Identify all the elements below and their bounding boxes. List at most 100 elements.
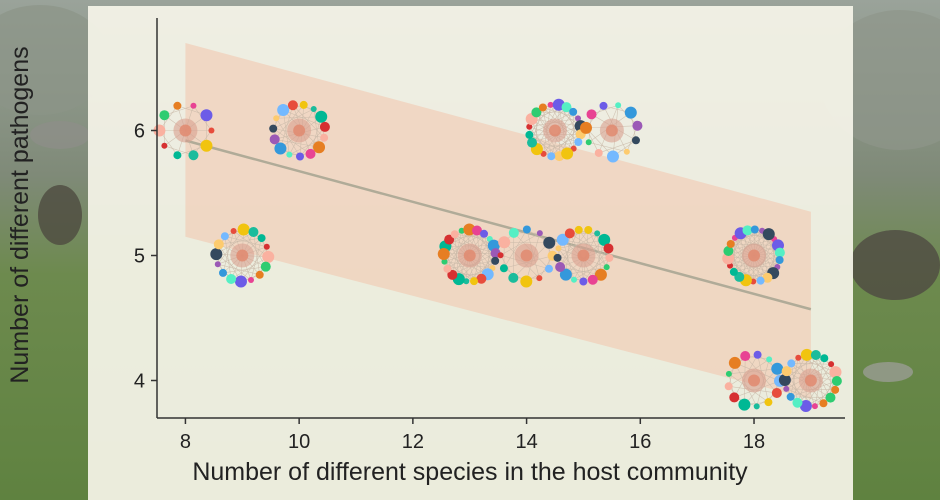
network-edge	[299, 126, 326, 157]
network-node	[441, 258, 448, 265]
network-node	[574, 225, 583, 234]
y-tick-label: 4	[134, 371, 145, 393]
network-node	[319, 121, 330, 132]
network-node	[536, 275, 543, 282]
network-node	[555, 245, 562, 252]
network-edge	[529, 104, 551, 136]
network-node	[738, 398, 751, 411]
network-node	[819, 399, 828, 408]
network-node	[498, 236, 511, 249]
network-edge	[598, 140, 637, 154]
trend-line	[185, 139, 812, 311]
network-node	[722, 252, 735, 265]
network-edge	[791, 363, 832, 365]
network-edge	[572, 111, 574, 149]
network-node	[213, 239, 224, 250]
network-node	[450, 230, 459, 239]
network-edge	[790, 396, 831, 398]
network-node	[574, 137, 583, 146]
network-node	[753, 350, 762, 359]
network-node	[531, 107, 542, 118]
data-point	[437, 223, 501, 286]
network-edge	[592, 239, 605, 280]
network-node	[230, 228, 237, 235]
network-node	[444, 234, 455, 245]
network-edge	[559, 229, 580, 268]
network-node	[313, 141, 326, 154]
network-node	[188, 150, 199, 161]
network-node	[508, 272, 519, 283]
network-node	[200, 109, 213, 122]
network-node	[274, 142, 287, 155]
network-node	[579, 277, 588, 286]
network-node	[159, 110, 170, 121]
network-node	[756, 276, 765, 285]
network-node	[527, 137, 538, 148]
network-node	[624, 106, 637, 119]
network-edge	[786, 357, 825, 372]
network-node	[538, 103, 547, 112]
x-tick-label: 10	[288, 431, 310, 453]
network-node	[762, 228, 775, 241]
network-edge	[565, 266, 607, 275]
network-node	[447, 269, 458, 280]
network-hub-core	[236, 249, 249, 262]
network-node	[771, 387, 782, 398]
network-node	[831, 385, 840, 394]
network-node	[632, 120, 643, 131]
network-node	[594, 268, 607, 281]
network-node	[508, 227, 519, 238]
network-node	[570, 276, 577, 283]
network-node	[559, 268, 572, 281]
network-node	[234, 275, 247, 288]
data-point	[210, 223, 275, 288]
network-edge	[786, 388, 824, 404]
network-node	[771, 362, 784, 375]
network-node	[286, 151, 293, 158]
network-node	[800, 348, 813, 361]
network-node	[729, 267, 738, 276]
network-node	[437, 247, 450, 260]
network-node	[587, 274, 598, 285]
network-node	[594, 148, 603, 157]
network-node	[161, 142, 168, 149]
network-node	[262, 250, 275, 263]
network-edge	[443, 233, 485, 255]
network-node	[547, 152, 556, 161]
network-node	[443, 264, 452, 273]
network-edge	[814, 380, 838, 407]
network-edge	[573, 257, 610, 280]
network-node	[522, 225, 531, 234]
network-hub-core	[577, 249, 590, 262]
network-node	[544, 264, 553, 273]
data-point	[553, 225, 614, 286]
network-edge	[444, 261, 475, 282]
network-node	[476, 273, 487, 284]
y-tick-label: 5	[134, 246, 145, 268]
network-node	[226, 273, 237, 284]
network-edge	[164, 105, 194, 116]
network-node	[740, 351, 751, 362]
x-tick-label: 8	[180, 431, 191, 453]
network-edge	[551, 125, 581, 157]
network-node	[829, 366, 842, 379]
data-point	[525, 98, 587, 162]
x-tick-label: 18	[743, 431, 765, 453]
network-node	[564, 228, 575, 239]
x-tick-label: 12	[402, 431, 424, 453]
network-node	[257, 234, 266, 243]
network-node	[799, 400, 812, 413]
network-node	[561, 102, 572, 113]
y-tick-label: 6	[134, 121, 145, 143]
network-edge	[280, 105, 294, 149]
network-node	[828, 361, 835, 368]
network-node	[820, 354, 829, 363]
network-node	[631, 136, 640, 145]
network-node	[774, 247, 785, 258]
network-edge	[273, 108, 314, 129]
network-node	[458, 227, 465, 234]
network-node	[470, 277, 479, 286]
network-node	[599, 101, 608, 110]
network-node	[208, 127, 215, 134]
